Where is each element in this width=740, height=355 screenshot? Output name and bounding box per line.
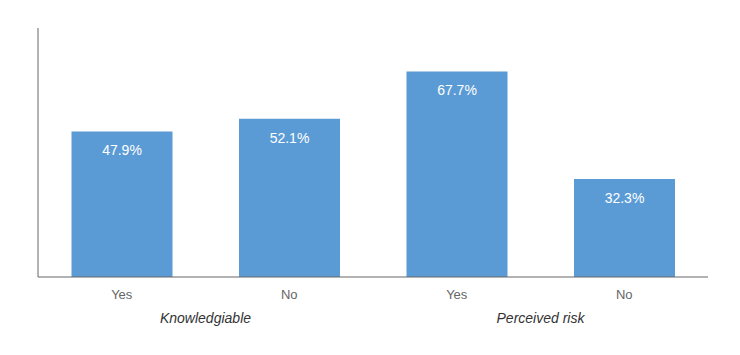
svg-text:52.1%: 52.1% (270, 130, 310, 146)
svg-text:Yes: Yes (446, 287, 468, 302)
svg-text:No: No (281, 287, 298, 302)
svg-text:Perceived risk: Perceived risk (497, 310, 586, 326)
svg-text:67.7%: 67.7% (437, 82, 477, 98)
svg-text:47.9%: 47.9% (102, 142, 142, 158)
svg-text:Knowledgiable: Knowledgiable (160, 310, 251, 326)
svg-text:Yes: Yes (111, 287, 133, 302)
svg-text:No: No (616, 287, 633, 302)
svg-text:32.3%: 32.3% (605, 190, 645, 206)
